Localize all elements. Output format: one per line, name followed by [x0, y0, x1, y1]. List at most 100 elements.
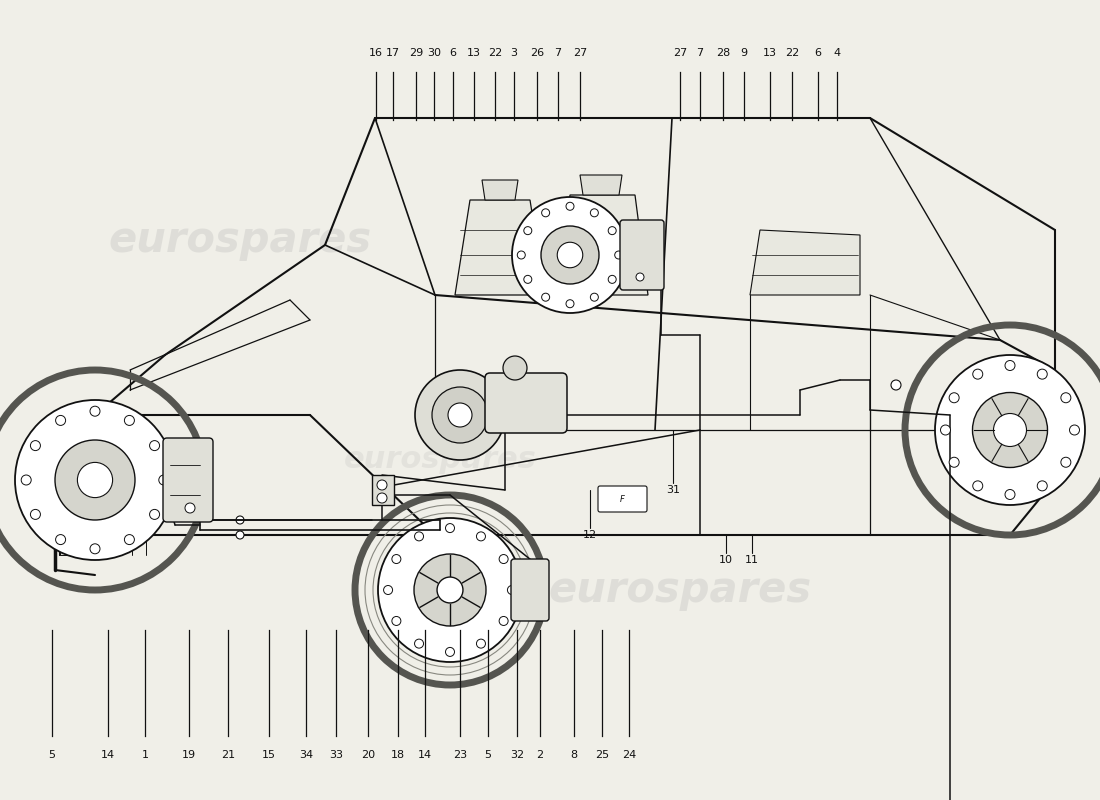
Circle shape	[949, 393, 959, 402]
Circle shape	[558, 242, 583, 268]
Circle shape	[437, 577, 463, 603]
Text: 28: 28	[716, 48, 730, 58]
Circle shape	[236, 531, 244, 539]
Text: 9: 9	[740, 48, 748, 58]
Polygon shape	[557, 195, 648, 295]
Circle shape	[608, 226, 616, 234]
Text: 30: 30	[427, 48, 441, 58]
Circle shape	[517, 251, 526, 259]
Circle shape	[972, 393, 1047, 467]
Text: 17: 17	[386, 48, 400, 58]
Text: 32: 32	[510, 750, 524, 760]
Text: 26: 26	[530, 48, 544, 58]
Circle shape	[15, 400, 175, 560]
Circle shape	[1060, 458, 1071, 467]
Text: 18: 18	[390, 750, 405, 760]
Text: 22: 22	[488, 48, 502, 58]
Circle shape	[541, 293, 550, 301]
Circle shape	[993, 414, 1026, 446]
Circle shape	[940, 425, 950, 435]
Text: 27: 27	[673, 48, 688, 58]
Circle shape	[507, 586, 516, 594]
Circle shape	[150, 510, 160, 519]
Circle shape	[21, 475, 31, 485]
Circle shape	[185, 503, 195, 513]
Text: 12: 12	[583, 530, 597, 540]
Text: 19: 19	[182, 750, 196, 760]
Circle shape	[1060, 393, 1071, 402]
Polygon shape	[60, 538, 80, 555]
FancyBboxPatch shape	[598, 486, 647, 512]
Text: 5: 5	[484, 750, 492, 760]
Circle shape	[56, 534, 66, 545]
Text: 14: 14	[418, 750, 432, 760]
Circle shape	[1005, 490, 1015, 499]
Circle shape	[384, 586, 393, 594]
Circle shape	[1037, 369, 1047, 379]
Circle shape	[1069, 425, 1079, 435]
Text: eurospares: eurospares	[109, 219, 372, 261]
Text: 13: 13	[468, 48, 481, 58]
Text: 29: 29	[409, 48, 424, 58]
Circle shape	[77, 462, 112, 498]
Text: 6: 6	[450, 48, 456, 58]
Text: 5: 5	[48, 750, 55, 760]
Text: 1: 1	[142, 750, 148, 760]
Circle shape	[541, 226, 600, 284]
Circle shape	[591, 293, 598, 301]
Circle shape	[158, 475, 168, 485]
Circle shape	[150, 441, 160, 450]
Polygon shape	[750, 230, 860, 295]
Circle shape	[566, 202, 574, 210]
Text: 34: 34	[299, 750, 314, 760]
Circle shape	[124, 534, 134, 545]
Text: 4: 4	[834, 48, 840, 58]
Circle shape	[566, 300, 574, 308]
Circle shape	[55, 440, 135, 520]
Circle shape	[56, 415, 66, 426]
Text: eurospares: eurospares	[549, 569, 812, 611]
Circle shape	[512, 197, 628, 313]
Circle shape	[392, 554, 400, 563]
Polygon shape	[580, 175, 622, 195]
Circle shape	[972, 481, 982, 491]
Text: 23: 23	[453, 750, 468, 760]
Circle shape	[31, 510, 41, 519]
Circle shape	[1005, 361, 1015, 370]
Circle shape	[608, 275, 616, 283]
Text: 21: 21	[221, 750, 235, 760]
Text: 22: 22	[785, 48, 799, 58]
Circle shape	[615, 251, 623, 259]
Circle shape	[524, 226, 531, 234]
Circle shape	[90, 406, 100, 416]
Text: 7: 7	[554, 48, 562, 58]
Text: eurospares: eurospares	[343, 446, 537, 474]
Circle shape	[378, 518, 522, 662]
Circle shape	[31, 441, 41, 450]
Circle shape	[392, 617, 400, 626]
Text: 15: 15	[262, 750, 276, 760]
Circle shape	[124, 415, 134, 426]
Polygon shape	[482, 180, 518, 200]
Text: 11: 11	[745, 555, 759, 565]
Circle shape	[414, 554, 486, 626]
Circle shape	[524, 275, 531, 283]
Text: 10: 10	[719, 555, 733, 565]
Circle shape	[949, 458, 959, 467]
Circle shape	[446, 647, 454, 657]
FancyBboxPatch shape	[620, 220, 664, 290]
FancyBboxPatch shape	[372, 475, 394, 505]
Circle shape	[446, 523, 454, 533]
Text: 7: 7	[696, 48, 704, 58]
Circle shape	[476, 532, 485, 541]
Text: 6: 6	[814, 48, 822, 58]
Circle shape	[432, 387, 488, 443]
Circle shape	[90, 544, 100, 554]
Circle shape	[972, 369, 982, 379]
Circle shape	[541, 209, 550, 217]
Circle shape	[891, 380, 901, 390]
Circle shape	[476, 639, 485, 648]
Text: 25: 25	[595, 750, 609, 760]
Circle shape	[236, 516, 244, 524]
Circle shape	[636, 273, 644, 281]
